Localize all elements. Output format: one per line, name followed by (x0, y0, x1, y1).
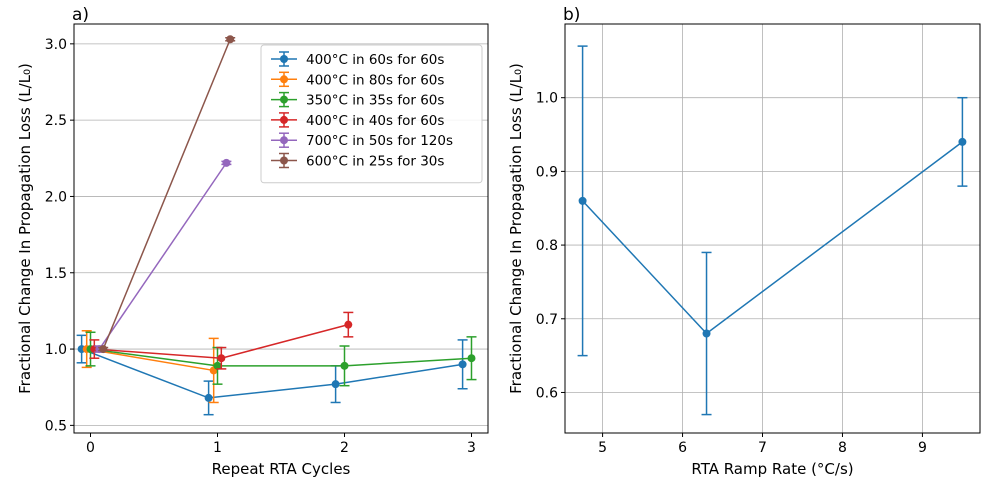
panel-label-a: a) (72, 5, 89, 25)
legend-label: 600°C in 25s for 30s (306, 154, 444, 170)
y-axis-label: Fractional Change In Propagation Loss (L… (16, 63, 34, 394)
y-tick-label: 2.0 (45, 189, 67, 205)
data-point (578, 196, 587, 205)
data-point (702, 329, 711, 338)
legend-label: 350°C in 35s for 60s (306, 93, 444, 109)
series-0 (577, 45, 968, 416)
series-3 (89, 311, 354, 370)
legend-marker (280, 115, 288, 124)
legend-marker (280, 156, 288, 165)
legend-item: 400°C in 80s for 60s (271, 71, 444, 88)
data-point (222, 158, 231, 167)
x-axis-label: Repeat RTA Cycles (212, 460, 351, 478)
y-tick-label: 0.7 (536, 312, 558, 328)
legend-item: 350°C in 35s for 60s (271, 91, 444, 109)
legend: 400°C in 60s for 60s 400°C in 80s for 60s… (260, 44, 483, 184)
y-tick-label: 1.0 (45, 342, 67, 358)
data-point (458, 360, 467, 369)
y-tick-label: 0.6 (536, 385, 558, 401)
y-tick-label: 0.8 (536, 238, 558, 254)
panel-a: 0 1 2 3 0.5 1.0 1.5 2.0 2.5 3.0 a) Repeat RTA Cy… (16, 5, 489, 478)
data-point (217, 354, 226, 363)
data-point (204, 393, 213, 402)
data-point (958, 137, 967, 146)
data-point (213, 361, 222, 370)
legend-item: 400°C in 40s for 60s (271, 112, 444, 129)
x-ticks: 0 1 2 3 (86, 433, 476, 456)
legend-label: 400°C in 60s for 60s (306, 52, 444, 68)
x-ticks: 5 6 7 8 9 (598, 433, 927, 456)
x-tick-label: 2 (340, 440, 349, 456)
series-line (81, 348, 463, 399)
x-tick-label: 0 (86, 440, 95, 456)
legend-item: 700°C in 50s for 120s (271, 132, 453, 149)
data-point (226, 35, 235, 44)
x-tick-label: 6 (678, 440, 687, 456)
series-line (98, 162, 228, 350)
x-tick-label: 3 (467, 440, 476, 456)
data-point (331, 380, 340, 389)
y-tick-label: 1.5 (45, 266, 67, 282)
panel-label-b: b) (563, 5, 580, 25)
legend-marker (280, 95, 288, 104)
x-tick-label: 1 (213, 440, 222, 456)
data-point (344, 320, 353, 329)
y-tick-label: 2.5 (45, 113, 67, 129)
x-tick-label: 5 (598, 440, 607, 456)
series-5 (98, 35, 236, 354)
legend-label: 700°C in 50s for 120s (306, 133, 453, 149)
data-point (99, 345, 108, 354)
grid-lines (565, 24, 980, 433)
series-group (76, 35, 477, 416)
legend-item: 400°C in 60s for 60s (271, 51, 444, 68)
x-tick-label: 7 (758, 440, 767, 456)
series-line (86, 348, 214, 372)
y-axis-label: Fractional Change In Propagation Loss (L… (507, 63, 525, 394)
legend-box (260, 44, 483, 184)
panel-b: 5 6 7 8 9 0.6 0.7 0.8 0.9 1.0 b) RTA Ramp Rate (… (507, 5, 981, 478)
y-tick-label: 1.0 (536, 91, 558, 107)
x-tick-label: 8 (838, 440, 847, 456)
legend-marker (280, 55, 288, 63)
y-tick-label: 0.5 (45, 418, 67, 434)
legend-label: 400°C in 80s for 60s (306, 72, 444, 88)
x-tick-label: 9 (918, 440, 927, 456)
y-ticks: 0.6 0.7 0.8 0.9 1.0 (536, 91, 565, 401)
series-group (577, 45, 968, 416)
y-tick-label: 3.0 (45, 37, 67, 53)
plot-frame (564, 23, 981, 434)
series-line (102, 38, 231, 350)
legend-marker (280, 136, 288, 145)
plot-frame (73, 23, 489, 434)
data-point (467, 354, 476, 363)
y-ticks: 0.5 1.0 1.5 2.0 2.5 3.0 (45, 37, 74, 434)
legend-item: 600°C in 25s for 30s (271, 152, 444, 170)
legend-marker (280, 75, 288, 84)
y-tick-label: 0.9 (536, 164, 558, 180)
legend-label: 400°C in 40s for 60s (306, 113, 444, 129)
data-point (340, 361, 349, 370)
x-axis-label: RTA Ramp Rate (°C/s) (691, 460, 853, 478)
series-line (90, 348, 472, 367)
